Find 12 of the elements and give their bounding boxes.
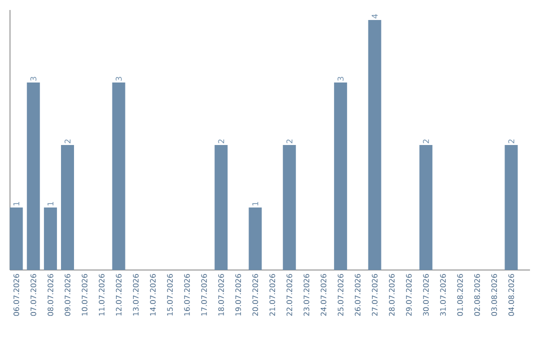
- bar: [61, 144, 74, 270]
- bar: [214, 144, 228, 270]
- bar: [112, 82, 126, 270]
- bar: [419, 144, 432, 270]
- bar: [248, 208, 262, 270]
- bar: [504, 144, 518, 270]
- bar: [368, 20, 382, 270]
- bar: [10, 208, 23, 270]
- bar: [44, 208, 57, 270]
- bar: [26, 82, 40, 270]
- bar: [282, 144, 296, 270]
- bar: [334, 82, 348, 270]
